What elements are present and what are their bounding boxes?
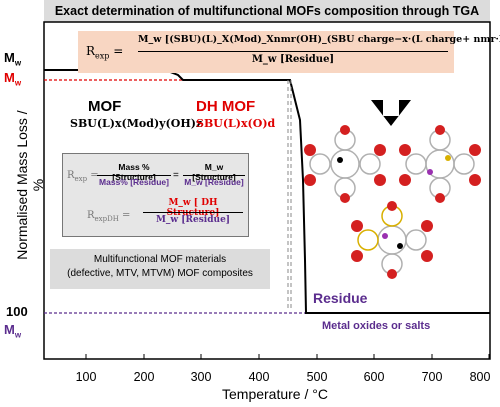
frac3-bar [143, 212, 243, 213]
equations-box: Rexp = Mass % [Structure] Mass% [Residue… [62, 153, 249, 237]
metal-oxides-label: Metal oxides or salts [322, 320, 431, 332]
y-top-mw-label: Mw [4, 50, 22, 68]
figure-title: Exact determination of multifunctional M… [44, 0, 490, 22]
rexp-numerator: M_w [(SBU)(L)_X(Mod)_Xnmr(OH)_(SBU charg… [138, 34, 500, 45]
x-axis-label: Temperature / °C [222, 386, 328, 402]
mof-label: MOF [88, 98, 122, 115]
mof-cluster-left-icon [304, 125, 386, 203]
y-dh-mw-label: Mw [4, 70, 22, 88]
x-tick-label: 700 [421, 370, 443, 384]
down-arrow-icon [371, 100, 411, 126]
x-tick-marks [85, 354, 490, 359]
frac1-denominator: Mass% [Residue] [99, 177, 169, 187]
equals-sign: = [173, 170, 179, 181]
dh-mof-label: DH MOF [196, 98, 256, 115]
frac1-numerator: Mass % [Structure] [112, 162, 156, 182]
x-tick-label: 800 [469, 370, 491, 384]
frac1-bar [97, 175, 171, 176]
note-line-1: Multifunctional MOF materials [93, 254, 227, 265]
y-bottom-value: 100 [6, 304, 28, 319]
x-tick-label: 500 [306, 370, 328, 384]
y-bottom-mw-label: Mw [4, 322, 22, 340]
frac3-numerator: M_w [ DH Structure] [166, 198, 220, 218]
x-tick-label: 100 [75, 370, 97, 384]
frac2-numerator: M_w [Structure] [192, 162, 236, 182]
frac2-denominator: M_w [Residue] [184, 177, 244, 187]
mof-cluster-right-icon [399, 125, 481, 203]
rexp-lhs: Rexp = [86, 44, 124, 61]
rexp-eq-label: Rexp = [67, 170, 99, 183]
mof-cluster-bottom-icon [351, 201, 433, 279]
mof-formula: SBU(L)x(Mod)y(OH)z [70, 117, 203, 130]
rexp-denominator: M_w [Residue] [251, 54, 335, 65]
x-tick-label: 300 [190, 370, 212, 384]
multifunctional-note: Multifunctional MOF materials (defective… [50, 249, 270, 289]
plot-frame [43, 21, 491, 360]
rexp-formula-box: Rexp = M_w [(SBU)(L)_X(Mod)_Xnmr(OH)_(SB… [78, 31, 500, 73]
x-tick-label: 600 [363, 370, 385, 384]
residue-label: Residue [313, 290, 368, 306]
x-tick-label: 200 [133, 370, 155, 384]
rexpdh-eq-label: RexpDH = [87, 210, 131, 223]
x-tick-label: 400 [248, 370, 270, 384]
note-line-2: (defective, MTV, MTVM) MOF composites [67, 268, 253, 279]
dh-mof-formula: SBU(L)x(O)d [196, 117, 276, 130]
y-axis-label: Normalised Mass Loss / % [14, 110, 46, 260]
rexp-fraction-bar [138, 51, 448, 52]
frac3-denominator: M_w [Residue] [155, 215, 231, 225]
frac2-bar [183, 175, 245, 176]
